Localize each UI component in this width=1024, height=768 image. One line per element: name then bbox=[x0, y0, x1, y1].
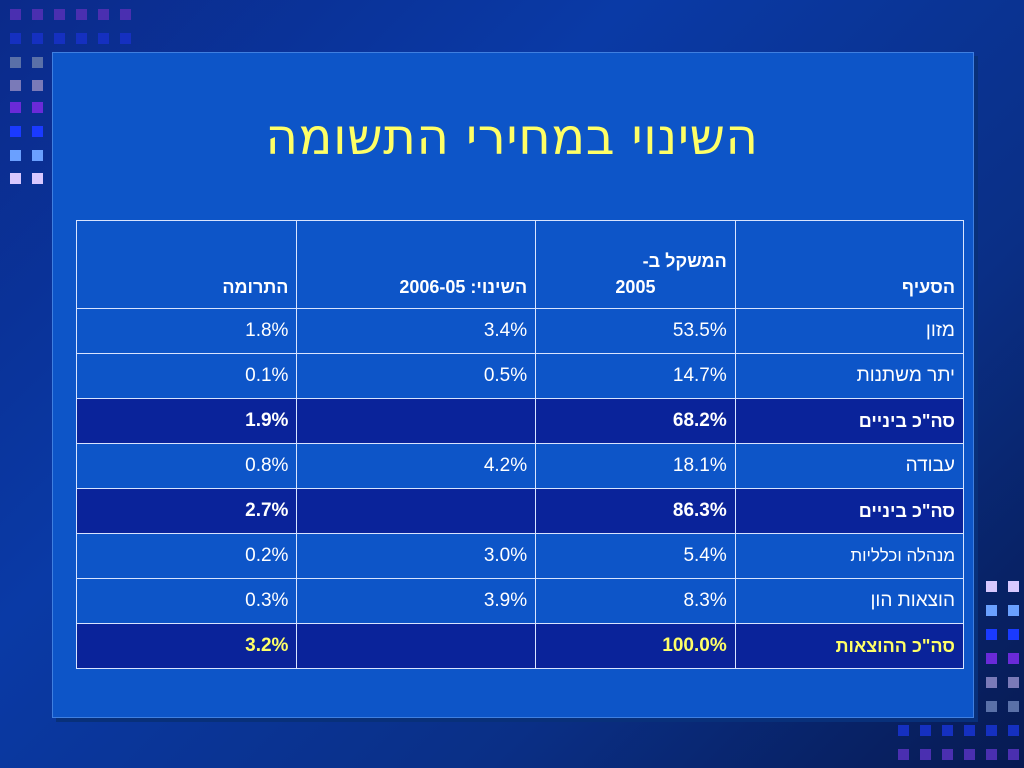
table-total-row: סה"כ ההוצאות 100.0% 3.2% bbox=[75, 623, 965, 669]
cell-contribution: 0.1% bbox=[75, 353, 298, 399]
cell-category: סה"כ ביניים bbox=[734, 488, 965, 534]
table-row: הוצאות הון 8.3% 3.9% 0.3% bbox=[75, 578, 965, 624]
table-total-row: סה"כ ביניים 86.3% 2.7% bbox=[75, 488, 965, 534]
cell-weight: 68.2% bbox=[535, 398, 736, 444]
cell-change bbox=[296, 398, 537, 444]
cell-category: סה"כ ביניים bbox=[734, 398, 965, 444]
cell-category: מזון bbox=[734, 308, 965, 354]
slide-title: השינוי במחירי התשומה bbox=[265, 108, 759, 166]
cell-weight: 5.4% bbox=[535, 533, 736, 579]
header-category: הסעיף bbox=[734, 220, 965, 309]
cell-contribution: 0.3% bbox=[75, 578, 298, 624]
cell-weight: 53.5% bbox=[535, 308, 736, 354]
cell-weight: 100.0% bbox=[535, 623, 736, 669]
cell-change: 3.0% bbox=[296, 533, 537, 579]
cell-weight: 18.1% bbox=[535, 443, 736, 489]
cell-category: עבודה bbox=[734, 443, 965, 489]
table-row: עבודה 18.1% 4.2% 0.8% bbox=[75, 443, 965, 489]
header-weight-line2: 2005 bbox=[615, 277, 656, 297]
table-row: מזון 53.5% 3.4% 1.8% bbox=[75, 308, 965, 354]
price-change-table: הסעיף המשקל ב- 2005 השינוי: 2006-05 התרו… bbox=[75, 220, 965, 669]
cell-category: סה"כ ההוצאות bbox=[734, 623, 965, 669]
table-row: מנהלה וכלליות 5.4% 3.0% 0.2% bbox=[75, 533, 965, 579]
cell-weight: 86.3% bbox=[535, 488, 736, 534]
table-header-row: הסעיף המשקל ב- 2005 השינוי: 2006-05 התרו… bbox=[75, 220, 965, 309]
table-body: מזון 53.5% 3.4% 1.8% יתר משתנות 14.7% 0.5% 0.1%… bbox=[75, 308, 965, 669]
header-weight-line1: המשקל ב- bbox=[642, 251, 727, 271]
header-change: השינוי: 2006-05 bbox=[296, 220, 537, 309]
cell-change bbox=[296, 488, 537, 534]
cell-contribution: 0.8% bbox=[75, 443, 298, 489]
cell-contribution: 2.7% bbox=[75, 488, 298, 534]
cell-contribution: 1.8% bbox=[75, 308, 298, 354]
cell-category: הוצאות הון bbox=[734, 578, 965, 624]
table-row: יתר משתנות 14.7% 0.5% 0.1% bbox=[75, 353, 965, 399]
cell-change: 0.5% bbox=[296, 353, 537, 399]
cell-category: יתר משתנות bbox=[734, 353, 965, 399]
cell-contribution: 3.2% bbox=[75, 623, 298, 669]
table-total-row: סה"כ ביניים 68.2% 1.9% bbox=[75, 398, 965, 444]
cell-contribution: 1.9% bbox=[75, 398, 298, 444]
cell-change: 3.9% bbox=[296, 578, 537, 624]
cell-weight: 8.3% bbox=[535, 578, 736, 624]
cell-weight: 14.7% bbox=[535, 353, 736, 399]
header-weight: המשקל ב- 2005 bbox=[535, 220, 736, 309]
cell-contribution: 0.2% bbox=[75, 533, 298, 579]
cell-category: מנהלה וכלליות bbox=[734, 533, 965, 579]
header-contribution: התרומה bbox=[75, 220, 298, 309]
cell-change: 3.4% bbox=[296, 308, 537, 354]
cell-change: 4.2% bbox=[296, 443, 537, 489]
cell-change bbox=[296, 623, 537, 669]
